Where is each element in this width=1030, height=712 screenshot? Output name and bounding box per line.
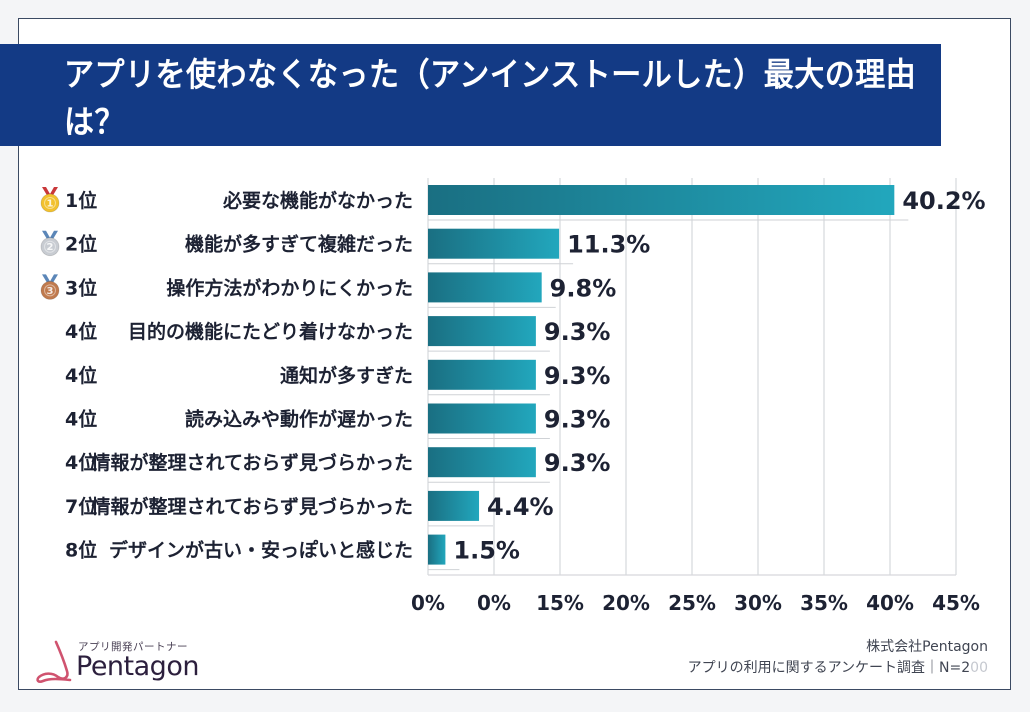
value-label: 4.4% <box>487 493 554 521</box>
title-banner: アプリを使わなくなった（アンインストールした）最大の理由は？ <box>0 44 941 146</box>
rank-label: 4位 <box>65 408 97 431</box>
category-label: 機能が多すぎて複雑だった <box>185 233 413 256</box>
rank-label: 4位 <box>65 320 97 343</box>
survey-text: アプリの利用に関するアンケート調査｜N=2 <box>687 660 971 676</box>
bar <box>428 359 536 390</box>
category-label: 通知が多すぎた <box>280 364 413 387</box>
rank-label: 2位 <box>65 233 97 256</box>
x-tick-label: 0% <box>411 591 445 615</box>
rank-label: 4位 <box>65 451 97 474</box>
bar <box>428 316 536 347</box>
logo-name: Pentagon <box>76 651 199 682</box>
value-label: 9.3% <box>544 362 611 390</box>
category-label: 操作方法がわかりにくかった <box>166 276 413 299</box>
value-label: 11.3% <box>567 231 650 259</box>
rank-label: 3位 <box>65 276 97 299</box>
x-tick-label: 15% <box>536 591 584 615</box>
rank-label: 8位 <box>65 539 97 562</box>
value-label: 40.2% <box>902 187 985 215</box>
bar <box>428 403 536 434</box>
bar <box>428 272 542 303</box>
x-tick-label: 25% <box>668 591 716 615</box>
bar <box>428 447 536 478</box>
bar <box>428 490 480 521</box>
svg-text:3: 3 <box>47 286 54 297</box>
bars <box>428 185 895 565</box>
pentagon-logo-mark-icon <box>36 640 72 683</box>
category-label: 必要な機能がなかった <box>222 189 413 212</box>
survey-text-faded: 00 <box>970 660 988 676</box>
category-label: デザインが古い・安っぽいと感じた <box>109 539 413 562</box>
rank-label: 4位 <box>65 364 97 387</box>
x-tick-label: 20% <box>602 591 650 615</box>
category-label: 目的の機能にたどり着けなかった <box>128 320 413 343</box>
rank-label: 1位 <box>65 189 97 212</box>
bar <box>428 185 895 215</box>
value-label: 9.3% <box>544 406 611 434</box>
category-label: 情報が整理されておらず見づらかった <box>92 451 413 474</box>
category-label: 読み込みや動作が遅かった <box>185 408 413 431</box>
x-tick-label: 0% <box>477 591 511 615</box>
value-label: 9.3% <box>544 449 611 477</box>
survey-note: アプリの利用に関するアンケート調査｜N=200 <box>688 658 988 679</box>
labels: 40.2% 必要な機能がなかった 1位 11.3% 機能が多すぎて複雑だった 2位 9.8%… <box>65 187 986 565</box>
gold-medal-icon: 1 <box>40 187 60 213</box>
medals: 1 2 3 <box>40 187 60 300</box>
x-tick-label: 45% <box>932 591 980 615</box>
bar <box>428 534 446 565</box>
category-label: 情報が整理されておらず見づらかった <box>92 495 413 518</box>
pentagon-logo: アプリ開発パートナー Pentagon <box>34 637 234 687</box>
bar <box>428 228 560 259</box>
source-note: 株式会社Pentagon アプリの利用に関するアンケート調査｜N=200 <box>688 637 988 679</box>
x-tick-label: 40% <box>866 591 914 615</box>
svg-text:1: 1 <box>47 199 54 210</box>
rank-label: 7位 <box>65 495 97 518</box>
value-label: 1.5% <box>453 537 520 565</box>
value-label: 9.8% <box>550 274 617 302</box>
x-axis-ticks: 0% 0% 15% 20% 25% 30% 35% 40% 45% <box>411 591 980 615</box>
svg-text:2: 2 <box>47 242 54 253</box>
x-tick-label: 35% <box>800 591 848 615</box>
company-name: 株式会社Pentagon <box>866 639 988 655</box>
x-tick-label: 30% <box>734 591 782 615</box>
logo-tagline: アプリ開発パートナー <box>78 641 188 653</box>
bronze-medal-icon: 3 <box>40 274 60 300</box>
silver-medal-icon: 2 <box>40 230 60 257</box>
value-label: 9.3% <box>544 318 611 346</box>
chart-title: アプリを使わなくなった（アンインストールした）最大の理由は？ <box>64 56 917 142</box>
